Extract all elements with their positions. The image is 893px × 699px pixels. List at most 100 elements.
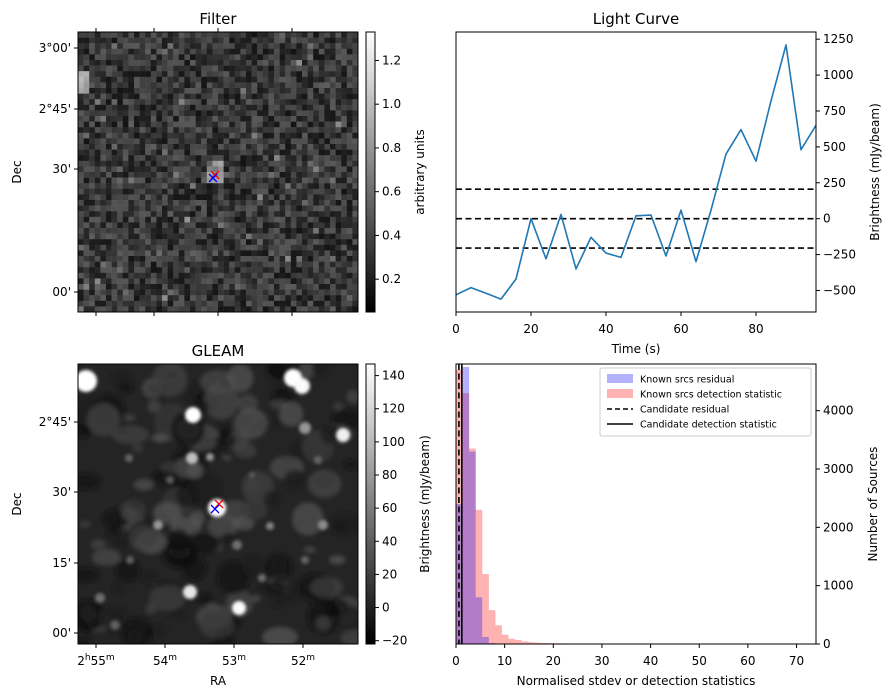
gleam-cb-tick-label-8: 140: [382, 369, 405, 383]
histogram-bar-s1-6: [495, 625, 502, 644]
legend-label-candidate-residual: Candidate residual: [640, 405, 729, 416]
gleam-source-20: [314, 456, 322, 464]
histogram-bar-s1-8: [508, 638, 516, 644]
gleam-cb-tick-label-0: −20: [382, 634, 407, 648]
gleam-y-tick-label-3: 2°45': [39, 415, 71, 429]
lightcurve-x-tick-label-4: 80: [748, 322, 763, 336]
gleam-source-0: [78, 370, 97, 392]
lightcurve-ylabel: Brightness (mJy/beam): [868, 103, 882, 241]
lightcurve-series-line: [455, 44, 817, 300]
filter-y-ticks: 00' 30' 2°45' 3°00': [39, 41, 78, 299]
lightcurve-y-tick-label-1: −250: [823, 248, 856, 262]
lightcurve-points: [455, 44, 817, 300]
lightcurve-y-tick-label-4: 500: [823, 140, 846, 154]
filter-image: [78, 32, 358, 312]
gleam-source-8: [299, 422, 311, 434]
gleam-cb-tick-label-1: 0: [382, 601, 390, 615]
filter-cb-tick-label-0: 0.2: [382, 272, 401, 286]
histogram-y-tick-label-4: 4000: [823, 404, 854, 418]
gleam-ylabel: Dec: [10, 492, 24, 515]
gleam-y-tick-label-0: 00': [52, 626, 71, 640]
histogram-bar-s1-1: [462, 393, 470, 644]
gleam-source-10: [266, 522, 274, 530]
gleam-source-4: [185, 407, 201, 423]
histogram-y-tick-label-0: 0: [823, 637, 831, 651]
filter-colorbar-ticks: 0.2 0.4 0.6 0.8 1.0 1.2: [375, 53, 401, 286]
histogram-y-tick-label-1: 1000: [823, 579, 854, 593]
filter-panel: Filter 00' 30' 2°45' 3°00' Dec 0.2 0.4 0.6 0.8…: [10, 10, 427, 316]
histogram-ylabel: Number of Sources: [866, 447, 880, 562]
lightcurve-x-ticks: 0 20 40 60 80: [452, 312, 764, 336]
lightcurve-y-tick-label-5: 750: [823, 104, 846, 118]
lightcurve-y-tick-label-2: 0: [823, 212, 831, 226]
gleam-cb-tick-label-5: 80: [382, 468, 397, 482]
gleam-markers: [210, 499, 224, 514]
gleam-cb-tick-label-2: 20: [382, 567, 397, 581]
legend-swatch-detection: [607, 389, 633, 398]
gleam-source-3: [336, 428, 350, 442]
histogram-bar-s0-3: [475, 597, 483, 644]
gleam-cb-tick-label-4: 60: [382, 501, 397, 515]
gleam-x-tick-label-3: 52m: [291, 653, 315, 668]
filter-y-tick-label-3: 3°00': [39, 41, 71, 55]
lightcurve-y-tick-label-6: 1000: [823, 68, 854, 82]
histogram-bar-s0-2: [469, 451, 476, 644]
lightcurve-y-tick-label-0: −500: [823, 283, 856, 297]
gleam-source-6: [206, 453, 214, 461]
gleam-source-17: [301, 556, 309, 564]
gleam-panel: GLEAM 2h55m 54m 53m 52m 00' 15' 30' 2°45' RA D…: [10, 342, 432, 688]
histogram-y-tick-label-2: 2000: [823, 520, 854, 534]
gleam-marker-red: [214, 499, 224, 509]
lightcurve-y-tick-label-7: 1250: [823, 32, 854, 46]
gleam-y-tick-label-1: 15': [52, 556, 71, 570]
gleam-source-7: [208, 499, 226, 517]
gleam-cb-tick-label-7: 120: [382, 402, 405, 416]
histogram-frame: [455, 363, 817, 645]
gleam-source-14: [183, 585, 197, 599]
filter-colorbar-label: arbitrary units: [413, 129, 427, 215]
lightcurve-threshold-lines: [456, 188, 816, 249]
histogram-x-tick-label-5: 50: [692, 654, 707, 668]
gleam-frame: [77, 363, 359, 645]
legend-swatch-residual: [607, 374, 633, 383]
lightcurve-frame: [455, 31, 817, 313]
legend-label-residual: Known srcs residual: [640, 375, 734, 386]
filter-y-tick-label-0: 00': [52, 285, 71, 299]
histogram-bar-s1-10: [521, 641, 529, 645]
lightcurve-x-tick-label-1: 20: [523, 322, 538, 336]
gleam-source-15: [232, 601, 246, 615]
gleam-colorbar-ticks: −20 0 20 40 60 80 100 120 140: [375, 369, 407, 648]
histogram-x-tick-label-0: 0: [452, 654, 460, 668]
histogram-xlabel: Normalised stdev or detection statistics: [517, 674, 756, 688]
filter-markers: [208, 170, 220, 183]
gleam-y-tick-label-2: 30': [52, 485, 71, 499]
lightcurve-x-tick-label-0: 0: [452, 322, 460, 336]
histogram-legend: Known srcs residual Known srcs detection…: [599, 367, 812, 437]
gleam-x-tick-label-2: 53m: [222, 653, 246, 668]
gleam-xlabel: RA: [210, 674, 227, 688]
histogram-x-tick-label-2: 20: [546, 654, 561, 668]
filter-cb-tick-label-3: 0.8: [382, 141, 401, 155]
histogram-y-ticks: 0 1000 2000 3000 4000: [816, 404, 854, 651]
histogram-bar-s1-3: [475, 509, 483, 644]
gleam-source-21: [166, 476, 174, 484]
lightcurve-y-ticks: −500 −250 0 250 500 750 1000 1250: [816, 32, 856, 297]
histogram-bar-s1-5: [488, 610, 496, 644]
histogram-bar-s1-4: [482, 574, 489, 644]
filter-cb-tick-label-5: 1.2: [382, 53, 401, 67]
gleam-x-tick-label-1: 54m: [153, 653, 177, 668]
histogram-x-tick-label-1: 10: [497, 654, 512, 668]
gleam-source-11: [318, 520, 328, 530]
histogram-y-tick-label-3: 3000: [823, 462, 854, 476]
filter-colorbar: [365, 31, 376, 313]
gleam-source-5: [186, 452, 198, 464]
candidate-lines: [458, 364, 463, 644]
gleam-title: GLEAM: [192, 342, 245, 360]
gleam-source-9: [153, 520, 163, 530]
filter-cb-tick-label-4: 1.0: [382, 97, 401, 111]
histogram-bar-s1-9: [515, 639, 522, 644]
filter-cb-tick-label-1: 0.4: [382, 228, 401, 242]
histogram-x-ticks: 0 10 20 30 40 50 60 70: [452, 644, 804, 668]
histogram-x-tick-label-6: 60: [740, 654, 755, 668]
gleam-colorbar: [365, 363, 376, 645]
